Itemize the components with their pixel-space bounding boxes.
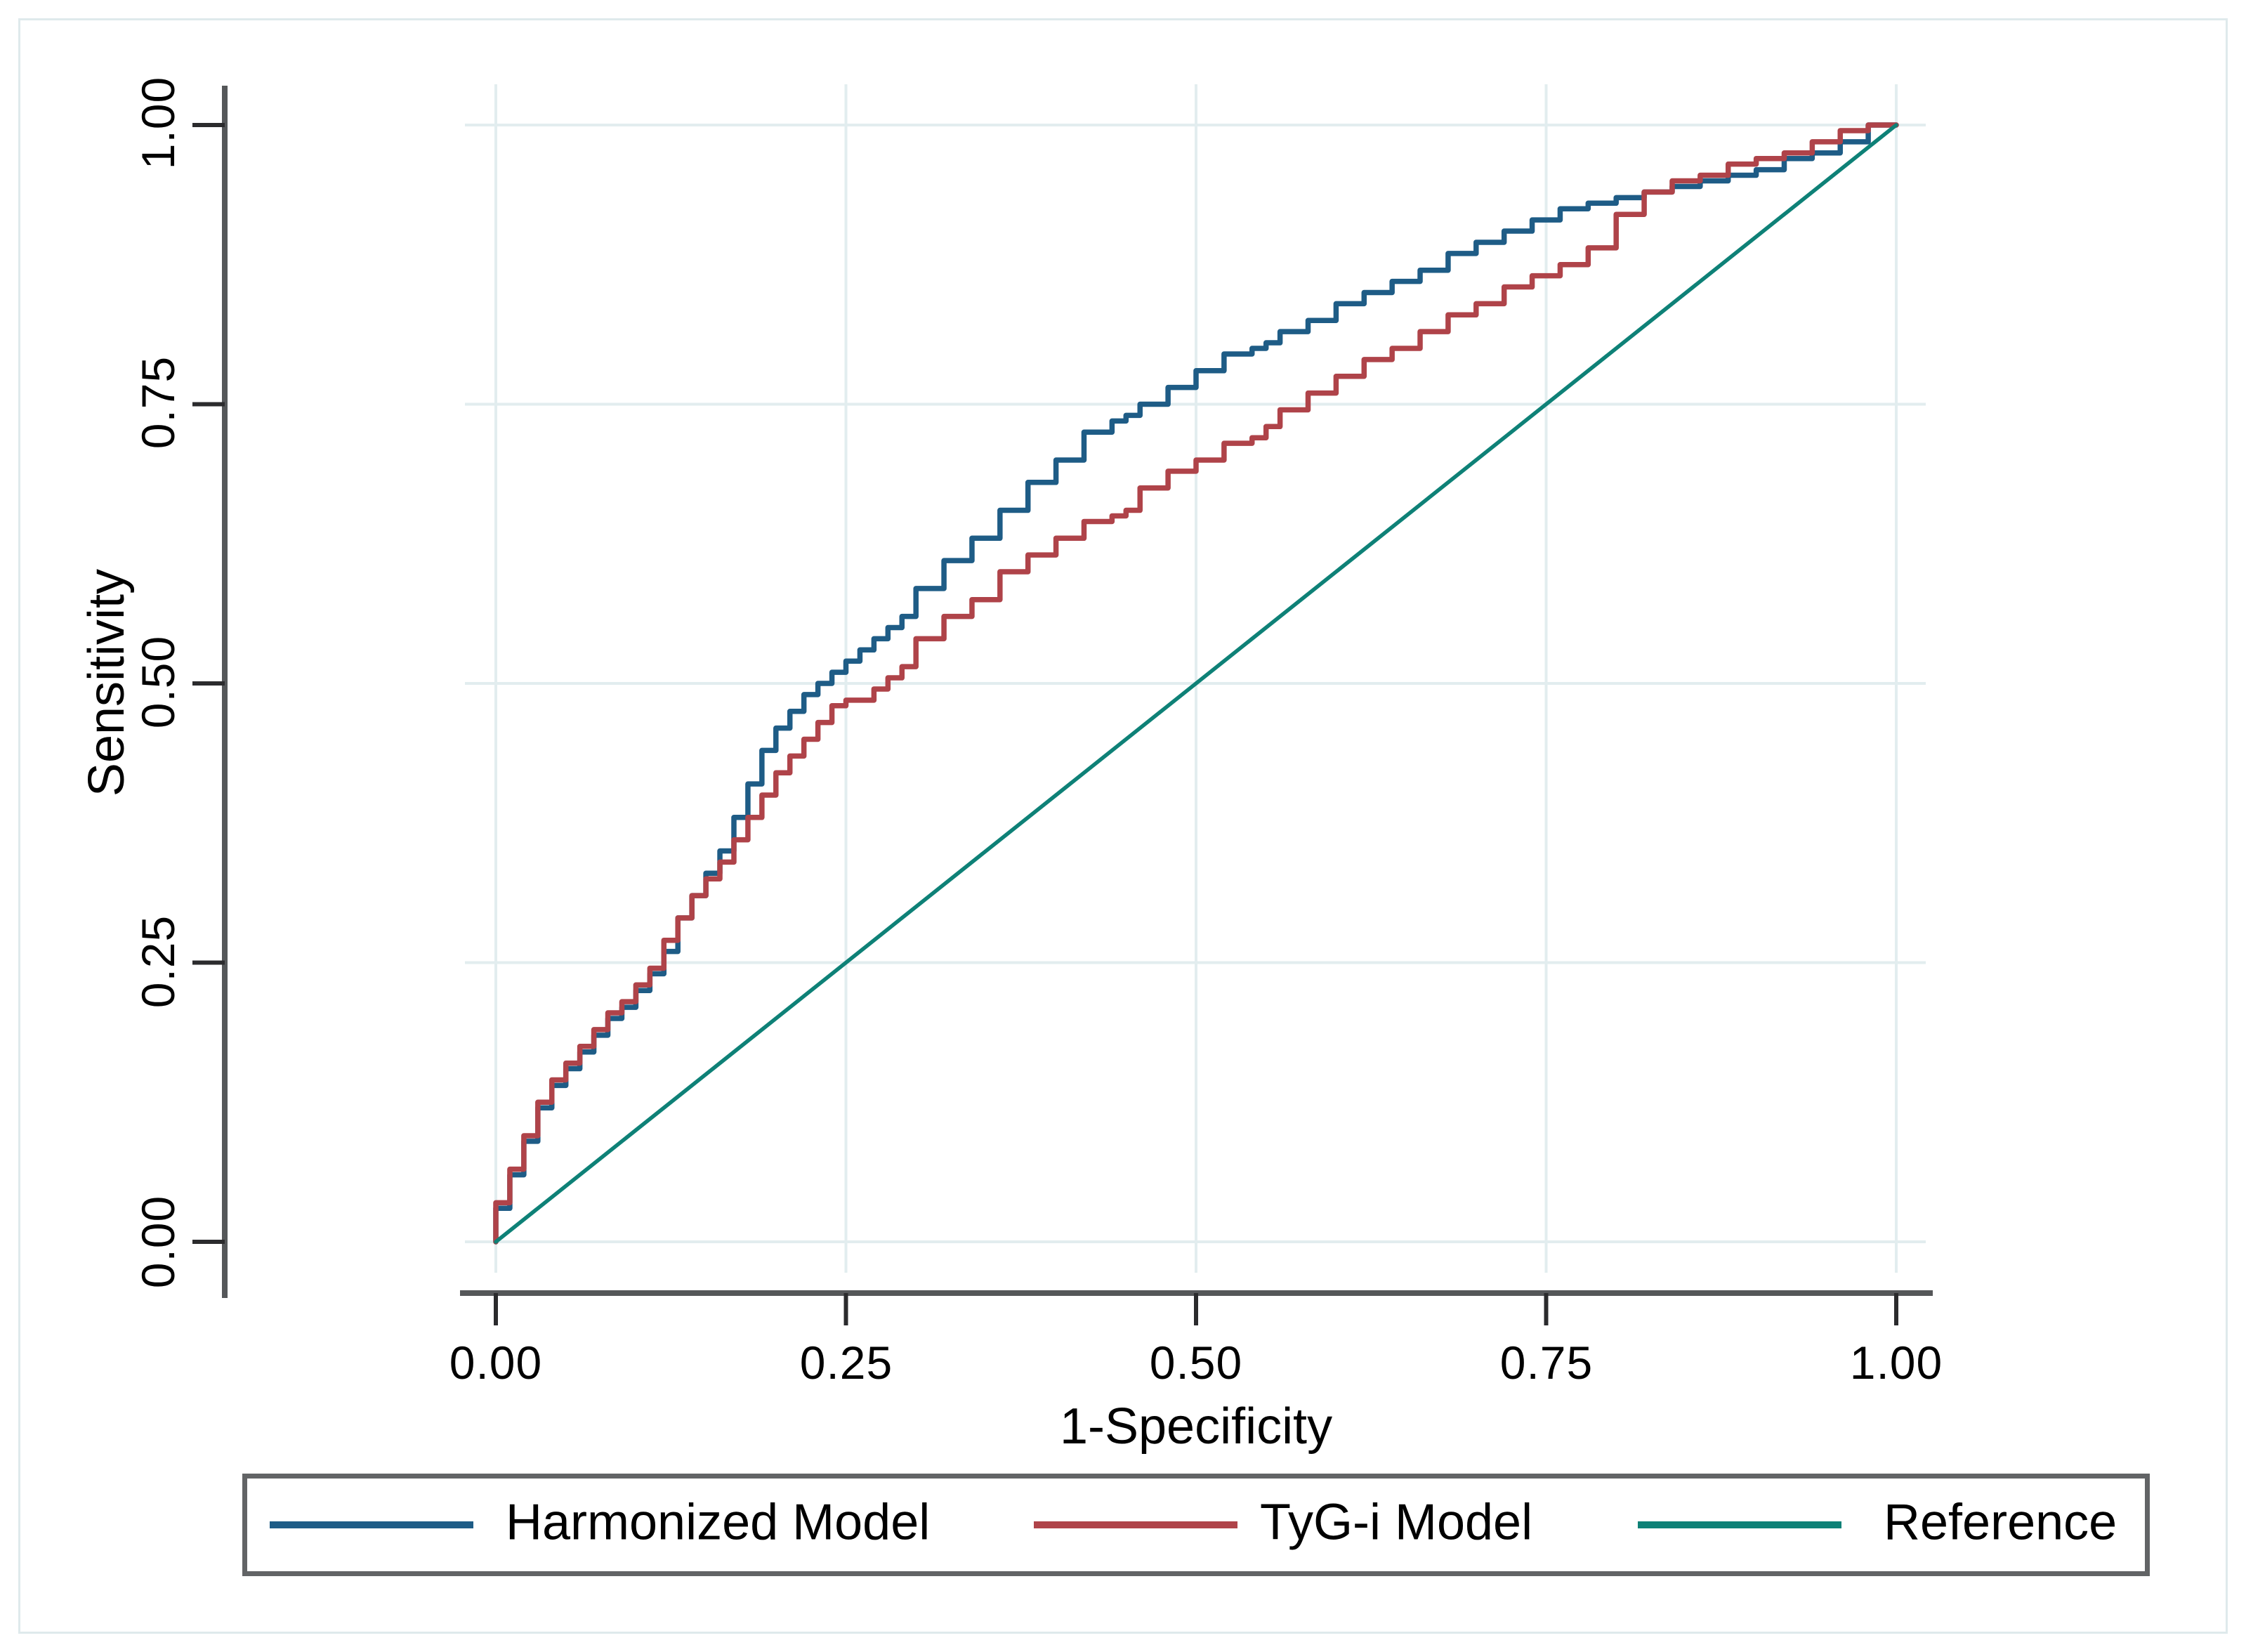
legend-swatch-harmonized-model bbox=[270, 1521, 473, 1528]
y-tick-label-0.50: 0.50 bbox=[132, 635, 184, 729]
x-tick-label-0.25: 0.25 bbox=[799, 1337, 893, 1389]
legend-label-reference: Reference bbox=[1884, 1494, 2117, 1551]
roc-curve-tyg-i-model bbox=[493, 122, 1899, 1245]
y-tick-label-0.00: 0.00 bbox=[132, 1195, 184, 1289]
y-tick-label-0.75: 0.75 bbox=[132, 355, 184, 450]
x-tick-label-0.00: 0.00 bbox=[449, 1337, 543, 1389]
legend-swatch-reference bbox=[1638, 1521, 1841, 1528]
x-tick-label-1.00: 1.00 bbox=[1849, 1337, 1943, 1389]
roc-curve-reference bbox=[494, 123, 1898, 1244]
legend-label-harmonized-model: Harmonized Model bbox=[506, 1494, 931, 1551]
y-axis-title: Sensitivity bbox=[79, 568, 135, 797]
y-tick-label-1.00: 1.00 bbox=[132, 76, 184, 170]
x-tick-label-0.50: 0.50 bbox=[1149, 1337, 1243, 1389]
figure-border bbox=[18, 18, 2228, 1634]
y-tick-label-0.25: 0.25 bbox=[132, 914, 184, 1009]
legend-swatch-tyg-i-model bbox=[1034, 1521, 1237, 1528]
x-axis-title: 1-Specificity bbox=[1059, 1398, 1333, 1455]
legend-label-tyg-i-model: TyG-i Model bbox=[1260, 1494, 1533, 1551]
x-tick-label-0.75: 0.75 bbox=[1499, 1337, 1594, 1389]
legend: Harmonized Model TyG-i Model Reference bbox=[242, 1474, 2150, 1576]
